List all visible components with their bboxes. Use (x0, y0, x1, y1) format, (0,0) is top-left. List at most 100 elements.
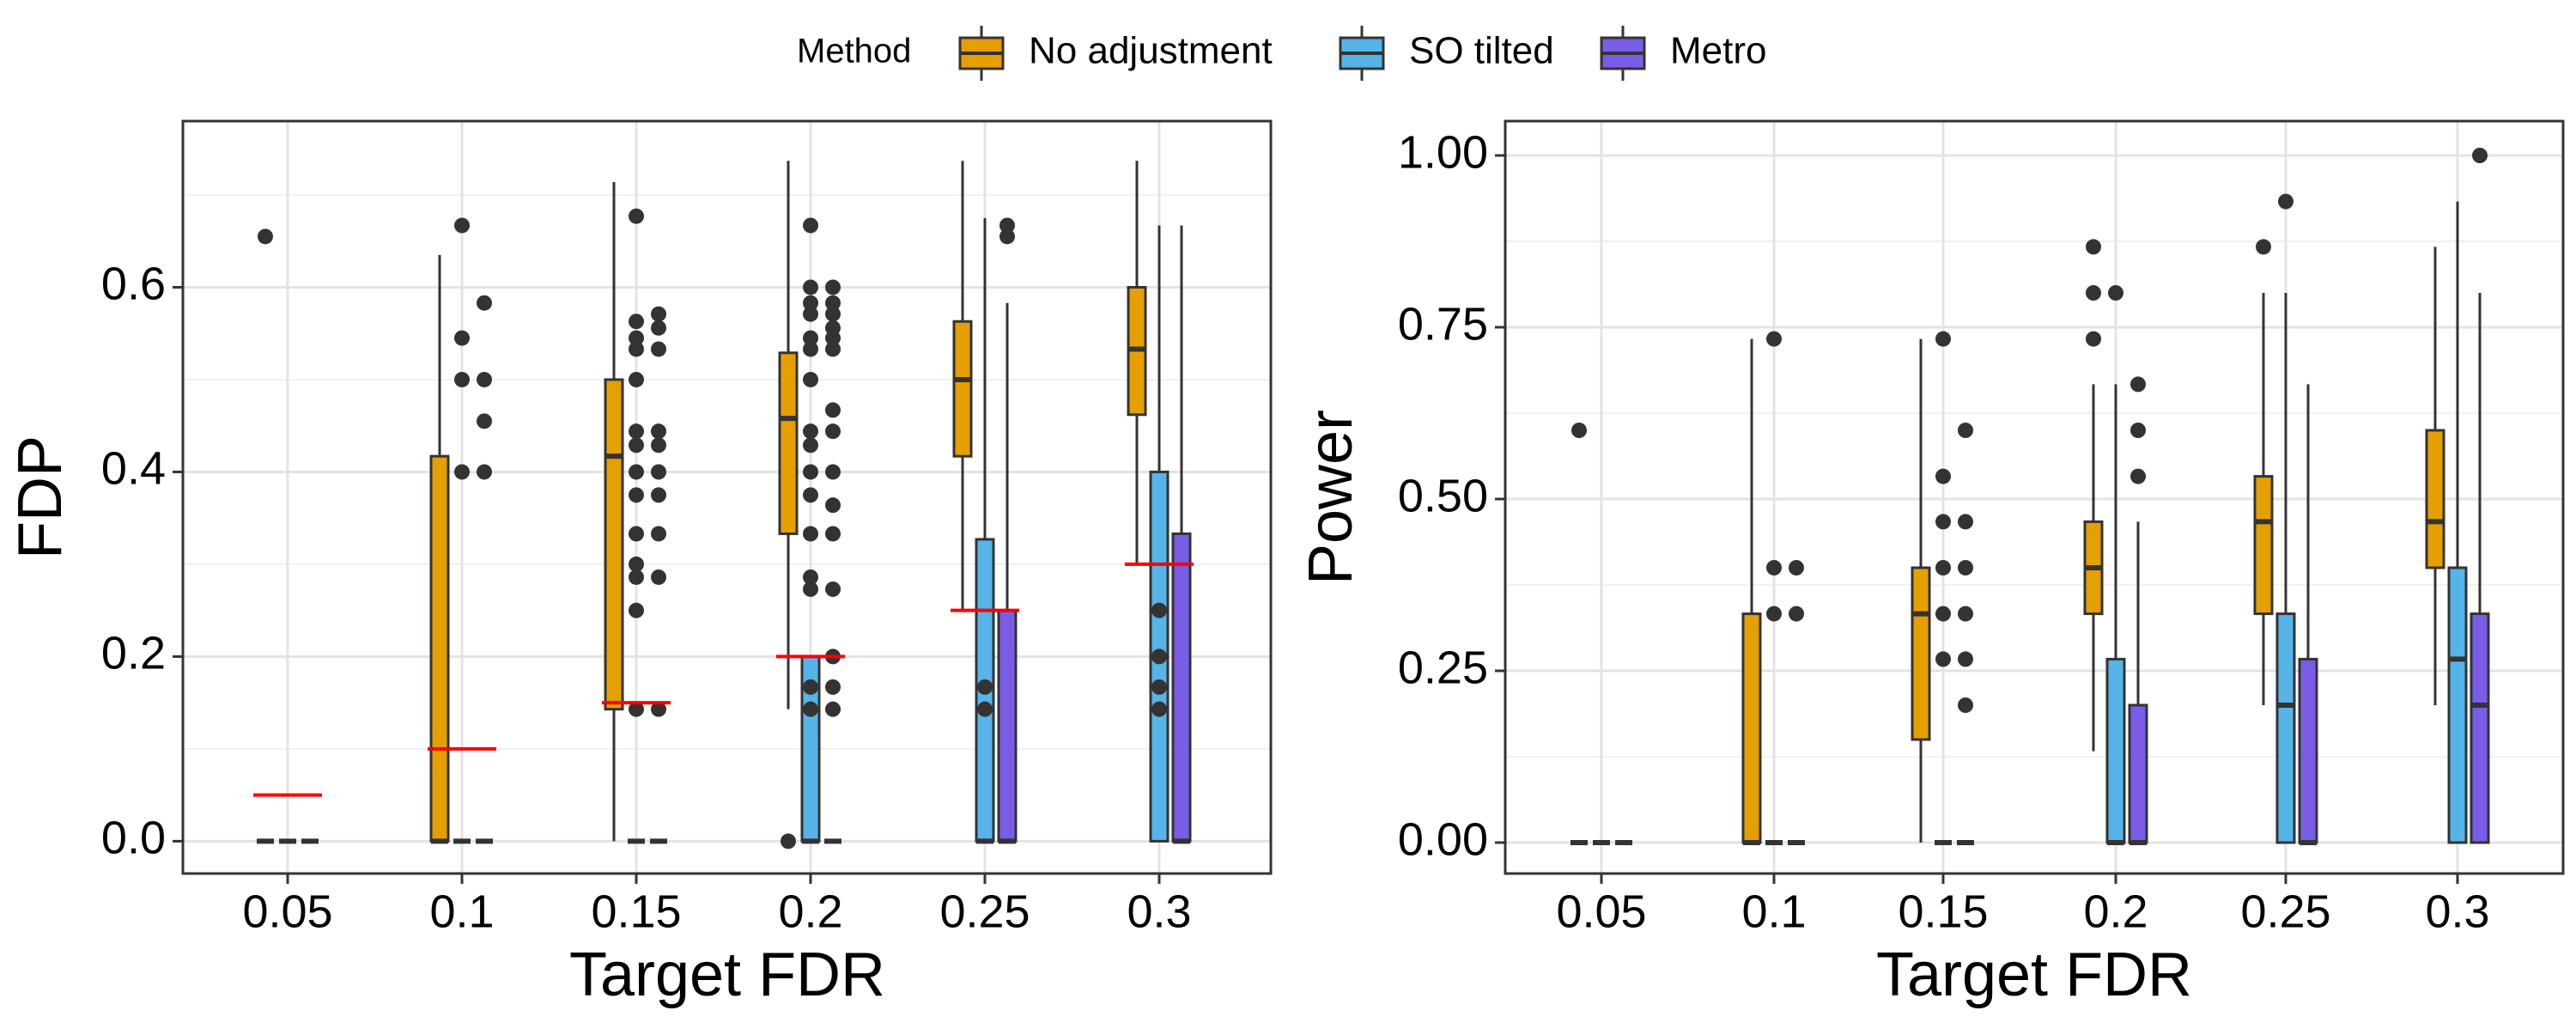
outlier-point (999, 228, 1015, 245)
x-axis-title: Target FDR (1876, 941, 2192, 1009)
box-metro-0.15 (650, 306, 667, 844)
box-metro-0.25 (2298, 384, 2318, 845)
outlier-point (1151, 679, 1167, 695)
outlier-point (825, 402, 841, 418)
x-axis: 0.05 0.1 0.15 0.2 0.25 0.3 (1556, 874, 2490, 937)
x-axis: 0.05 0.1 0.15 0.2 0.25 0.3 (242, 874, 1192, 937)
outlier-point (803, 423, 818, 440)
box-so-tilted-0.15 (1935, 331, 1952, 845)
outlier-point (629, 487, 644, 503)
outlier-point (1151, 648, 1167, 665)
outlier-point (1766, 331, 1782, 347)
outlier-point (825, 295, 841, 311)
outlier-point (803, 581, 818, 597)
outlier-point (803, 295, 818, 311)
outlier-point (1151, 602, 1167, 618)
y-axis-title: Power (1297, 410, 1365, 585)
outlier-point (825, 423, 841, 440)
outlier-point (629, 314, 644, 330)
outlier-point (803, 217, 818, 234)
outlier-point (1935, 468, 1951, 484)
x-tick-label: 0.2 (778, 886, 842, 937)
outlier-point (825, 341, 841, 357)
box-metro-0.3 (2470, 148, 2490, 844)
y-axis: 0.00 0.25 0.50 0.75 1.00 (1398, 126, 1505, 865)
box-body (2470, 612, 2490, 844)
outlier-point (1958, 606, 1973, 622)
grid (1505, 121, 2563, 874)
outlier-point (803, 487, 818, 503)
x-tick-label: 0.05 (1556, 886, 1646, 937)
outlier-point (825, 497, 841, 514)
y-tick-label: 0.00 (1398, 813, 1488, 865)
legend-label: SO tilted (1409, 30, 1554, 72)
outlier-point (1789, 560, 1804, 575)
x-axis-title: Target FDR (569, 941, 885, 1009)
box-body (1911, 566, 1931, 741)
outlier-point (629, 330, 644, 346)
box-body (604, 378, 624, 711)
box-body (1171, 532, 1192, 843)
box-body (997, 609, 1018, 843)
y-tick-label: 0.50 (1398, 470, 1488, 521)
outlier-point (1958, 651, 1973, 667)
box-no-adjustment-0.2 (2083, 239, 2104, 752)
box-no-adjustment-0.1 (1741, 338, 1762, 845)
outlier-point (825, 279, 841, 295)
box-body (2128, 703, 2148, 844)
legend-item-so-tilted: SO tilted (1339, 26, 1554, 81)
outlier-point (454, 217, 470, 234)
legend-item-metro: Metro (1600, 26, 1766, 81)
outlier-point (977, 701, 993, 717)
outlier-point (477, 413, 492, 429)
outlier-point (651, 487, 666, 503)
outlier-point (629, 556, 644, 572)
outlier-point (1958, 560, 1973, 575)
x-tick-label: 0.15 (591, 886, 681, 937)
outlier-point (629, 437, 644, 454)
outlier-point (2130, 376, 2146, 393)
outlier-point (1766, 606, 1782, 622)
x-tick-label: 0.3 (2425, 886, 2489, 937)
outlier-point (803, 371, 818, 387)
box-metro-0.3 (1171, 225, 1192, 844)
outlier-point (651, 320, 666, 336)
x-tick-label: 0.25 (2240, 886, 2330, 937)
outlier-point (1935, 651, 1951, 667)
outlier-point (1935, 331, 1951, 347)
box-so-tilted-0.3 (2447, 201, 2468, 844)
box-metro-0.2 (2128, 376, 2148, 845)
box-no-adjustment-0.3 (1127, 161, 1147, 564)
box-no-adjustment-0.25 (2253, 239, 2274, 705)
box-so-tilted-0.1 (453, 217, 471, 844)
y-tick-label: 0.25 (1398, 642, 1488, 693)
outlier-point (477, 295, 492, 311)
outlier-point (781, 833, 796, 849)
outlier-point (629, 602, 644, 618)
legend-label: No adjustment (1029, 30, 1273, 72)
outlier-point (651, 306, 666, 322)
boxplots (257, 161, 1192, 849)
outlier-point (999, 217, 1015, 234)
outlier-point (629, 371, 644, 387)
box-so-tilted-0.2 (800, 217, 821, 844)
outlier-point (1935, 606, 1951, 622)
x-tick-label: 0.1 (1741, 886, 1806, 937)
x-tick-label: 0.05 (242, 886, 332, 937)
outlier-point (1766, 560, 1782, 575)
outlier-point (2130, 468, 2146, 484)
outlier-point (977, 679, 993, 695)
outlier-point (2086, 331, 2101, 347)
outlier-point (1958, 697, 1973, 713)
outlier-point (651, 526, 666, 542)
outlier-point (477, 371, 492, 387)
x-tick-label: 0.15 (1898, 886, 1988, 937)
box-body (952, 320, 973, 458)
outlier-point (1958, 514, 1973, 530)
outlier-point (825, 581, 841, 597)
outlier-point (2086, 285, 2101, 301)
outlier-point (629, 701, 644, 717)
outlier-point (2086, 239, 2101, 255)
outlier-point (803, 437, 818, 454)
